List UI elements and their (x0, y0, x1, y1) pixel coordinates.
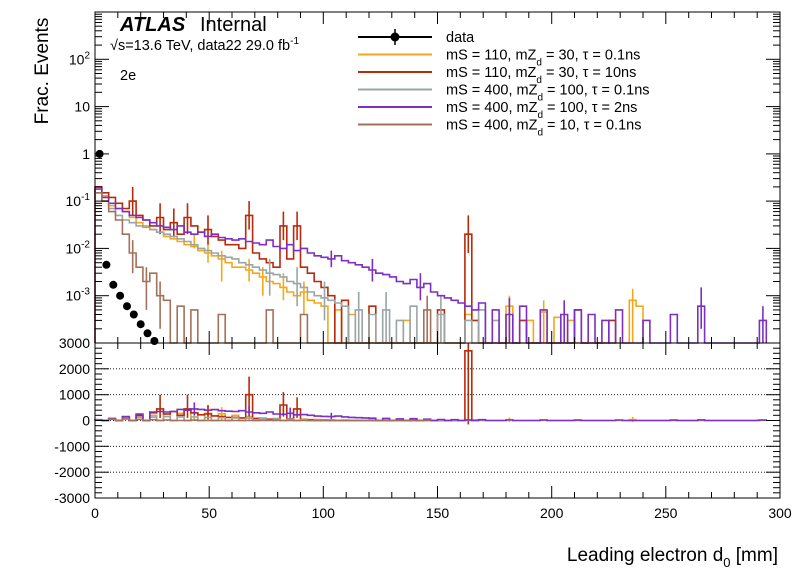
main-y-tick-mantissa: 10 (66, 288, 82, 304)
ratio-y-tick-label-5: 2000 (59, 361, 90, 377)
legend-label-rest: = 30, τ = 0.1ns (542, 48, 640, 64)
main-y-tick-exponent: -2 (81, 239, 90, 250)
y-axis-title: Frac. Events (32, 18, 53, 125)
ratio-y-tick-label-0: -3000 (54, 490, 90, 506)
ratio-y-tick-label-6: 3000 (59, 335, 90, 351)
main-y-tick-exponent: 2 (84, 50, 90, 61)
main-y-tick-label-4: 10 (74, 99, 90, 115)
x-tick-label-0: 0 (91, 505, 99, 521)
ratio-y-tick-label-3: 0 (82, 413, 90, 429)
legend-label-3: mS = 400, mZd = 100, τ = 0.1ns (446, 83, 650, 104)
data-point-1 (102, 260, 111, 269)
main-y-tick-exponent: -3 (81, 287, 90, 298)
status-label: Internal (200, 14, 267, 36)
main-y-tick-label-5: 102 (69, 50, 91, 67)
legend-label-5: mS = 400, mZd = 10, τ = 0.1ns (446, 118, 641, 139)
data-point-6 (136, 320, 145, 329)
legend-label-2: mS = 110, mZd = 30, τ = 10ns (446, 65, 636, 86)
legend-label-sub: d (536, 58, 542, 69)
lumi-unit-exponent: -1 (290, 36, 299, 47)
main-y-tick-mantissa: 10 (74, 99, 90, 115)
legend-label-0: data (446, 30, 475, 46)
x-tick-label-2: 100 (312, 505, 336, 521)
legend-label-4: mS = 400, mZd = 100, τ = 2ns (446, 100, 637, 121)
main-y-tick-mantissa: 10 (66, 240, 82, 256)
x-tick-label-1: 50 (201, 505, 217, 521)
x-tick-label-6: 300 (768, 505, 792, 521)
legend-label-main: mS = 400, mZ (446, 118, 538, 134)
data-point-4 (123, 302, 131, 311)
main-series-2-histogram (94, 192, 500, 344)
main-y-tick-mantissa: 1 (82, 146, 90, 162)
data-point-7 (143, 329, 152, 338)
ratio-series-3-histogram (94, 408, 768, 422)
legend-label-main: mS = 110, mZ (446, 48, 537, 64)
legend-label-sub: d (537, 93, 543, 104)
legend-label-main: mS = 110, mZ (446, 65, 537, 81)
legend-label-rest: = 100, τ = 0.1ns (543, 83, 650, 99)
main-y-tick-label-1: 10-2 (66, 239, 91, 256)
legend-label-main: mS = 400, mZ (446, 100, 538, 116)
legend-label-rest: = 30, τ = 10ns (542, 65, 636, 81)
legend-label-1: mS = 110, mZd = 30, τ = 0.1ns (446, 48, 640, 69)
x-tick-label-5: 250 (654, 505, 678, 521)
data-point-3 (116, 291, 125, 300)
data-point-2 (109, 280, 118, 289)
ratio-y-tick-label-1: -2000 (54, 464, 90, 480)
x-axis-title-main: Leading electron d (567, 545, 723, 566)
channel-label: 2e (120, 68, 136, 84)
legend-label-rest: = 10, τ = 0.1ns (543, 118, 641, 134)
energy-lumi-label: √s=13.6 TeV, data22 29.0 fb-1 (110, 36, 299, 54)
ratio-y-tick-label-2: -1000 (54, 438, 90, 454)
data-point-5 (129, 310, 138, 319)
legend-label-sub: d (537, 110, 543, 121)
main-y-tick-mantissa: 10 (66, 193, 82, 209)
legend-label-main: mS = 400, mZ (446, 83, 538, 99)
x-tick-label-3: 150 (426, 505, 450, 521)
legend-label-main: data (446, 30, 475, 46)
x-axis-title: Leading electron d0 [mm] (567, 545, 778, 570)
ratio-y-tick-label-4: 1000 (59, 387, 90, 403)
energy-lumi-text: √s=13.6 TeV, data22 29.0 fb (110, 38, 290, 54)
main-y-tick-mantissa: 10 (69, 51, 85, 67)
x-axis: 0 50 100 150 200 250 300 (91, 12, 792, 521)
main-y-tick-exponent: -1 (81, 192, 90, 203)
ratio-histograms (94, 343, 768, 425)
atlas-label: ATLAS (119, 14, 186, 36)
x-axis-title-sub: 0 (723, 555, 730, 570)
x-tick-label-4: 200 (540, 505, 564, 521)
ratio-y-axis: -3000 -2000 -1000 0 1000 2000 3000 (54, 335, 780, 506)
main-y-tick-label-2: 10-1 (66, 192, 91, 209)
main-y-tick-label-3: 1 (82, 146, 90, 162)
ratio-series-4-histogram (94, 418, 432, 422)
legend-label-rest: = 100, τ = 2ns (543, 100, 637, 116)
legend-label-sub: d (537, 128, 543, 139)
main-y-tick-label-0: 10-3 (66, 287, 91, 304)
legend-label-sub: d (536, 75, 542, 86)
data-point-8 (150, 337, 159, 345)
x-axis-title-unit: [mm] (731, 545, 779, 566)
